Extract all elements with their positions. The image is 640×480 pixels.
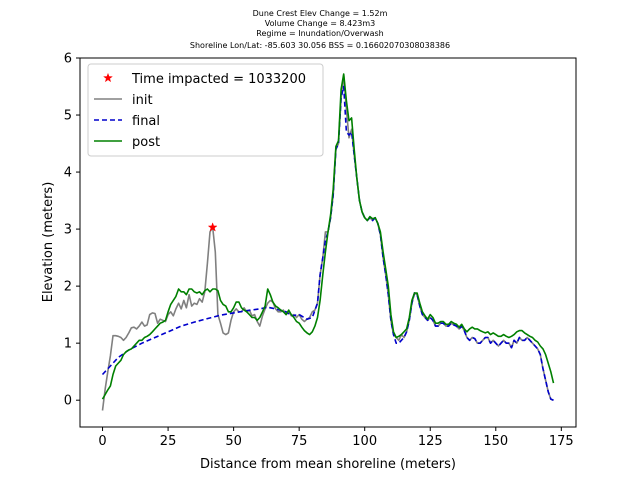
x-tick-label: 0 [98, 434, 106, 449]
y-tick-label: 5 [64, 109, 72, 124]
title-line-1: Dune Crest Elev Change = 1.52m [252, 9, 388, 18]
y-tick-label: 2 [64, 280, 72, 295]
x-tick-label: 175 [549, 434, 574, 449]
title-line-4: Shoreline Lon/Lat: -85.603 30.056 BSS = … [189, 41, 451, 50]
x-tick-label: 100 [352, 434, 377, 449]
y-tick-label: 6 [64, 52, 72, 67]
y-tick-label: 3 [64, 223, 72, 238]
legend: Time impacted = 1033200 init final post [87, 63, 324, 157]
y-axis-label: Elevation (meters) [41, 182, 56, 303]
x-tick-label: 125 [418, 434, 443, 449]
plot-frame [79, 57, 577, 428]
y-axis: 0 1 2 3 4 5 6 [64, 52, 80, 409]
y-tick-label: 1 [64, 337, 72, 352]
impact-marker [207, 222, 218, 232]
marker-layer [207, 222, 218, 232]
x-tick-label: 150 [483, 434, 508, 449]
series-layer [101, 73, 555, 411]
legend-label: Time impacted = 1033200 [131, 72, 306, 87]
y-tick-label: 0 [64, 394, 72, 409]
legend-label: init [132, 93, 153, 108]
title-line-2: Volume Change = 8.423m3 [264, 19, 376, 28]
series-line-post [101, 73, 555, 400]
x-tick-label: 50 [225, 434, 242, 449]
title-line-3: Regime = Inundation/Overwash [256, 29, 384, 38]
y-tick-label: 4 [64, 166, 72, 181]
legend-box [87, 63, 324, 157]
x-tick-label: 75 [291, 434, 308, 449]
x-tick-label: 25 [160, 434, 177, 449]
legend-swatch-impact [102, 72, 114, 83]
legend-label: final [132, 114, 160, 129]
legend-label: post [132, 135, 160, 150]
x-axis: 0 25 50 75 100 125 150 175 [98, 427, 574, 449]
x-axis-label: Distance from mean shoreline (meters) [200, 457, 456, 472]
